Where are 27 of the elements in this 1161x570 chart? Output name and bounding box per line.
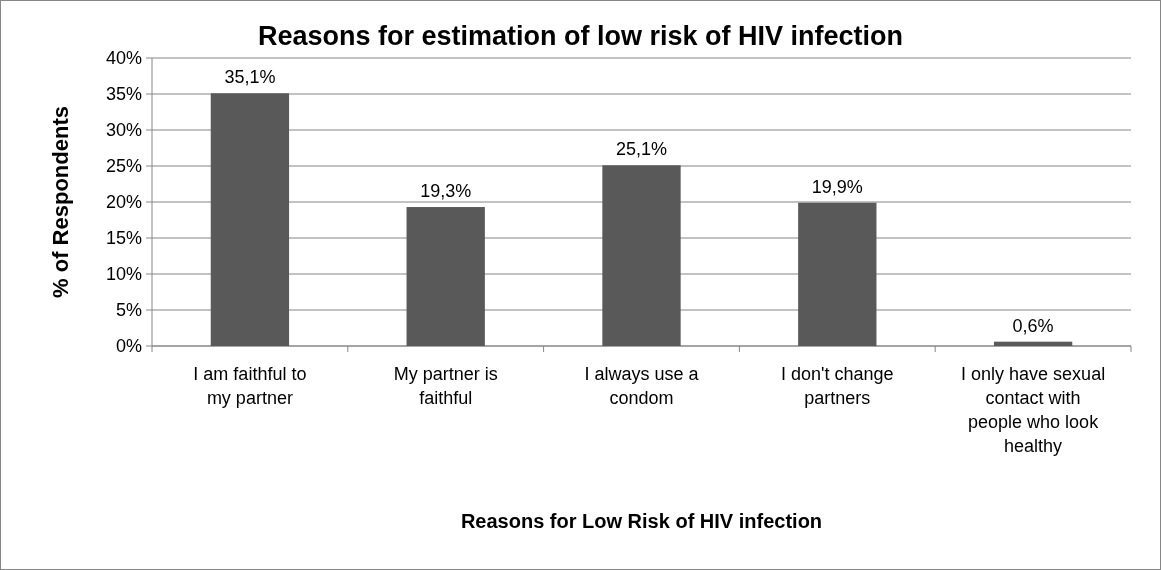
bar bbox=[602, 165, 681, 346]
y-tick-label: 25% bbox=[105, 156, 142, 177]
data-label: 0,6% bbox=[1012, 315, 1054, 336]
data-label: 19,9% bbox=[811, 176, 863, 197]
y-tick-label: 15% bbox=[105, 228, 142, 249]
y-tick-label: 20% bbox=[105, 192, 142, 213]
data-label: 35,1% bbox=[224, 67, 276, 88]
bar bbox=[406, 207, 485, 346]
y-tick-label: 30% bbox=[105, 120, 142, 141]
x-tick-label: I only have sexual contact with people who look healthy bbox=[961, 364, 1106, 456]
bar bbox=[210, 93, 290, 346]
x-tick-label: I don't change partners bbox=[781, 364, 894, 408]
x-tick-label: My partner is faithful bbox=[393, 364, 498, 408]
x-axis-title: Reasons for Low Risk of HIV infection bbox=[460, 510, 823, 532]
bar bbox=[798, 202, 877, 346]
data-label: 19,3% bbox=[420, 181, 472, 202]
x-tick-label: I always use a condom bbox=[584, 364, 700, 408]
bar bbox=[993, 341, 1073, 346]
y-axis-title: % of Respondents bbox=[48, 106, 73, 298]
chart-title: Reasons for estimation of low risk of HIV infection bbox=[257, 21, 904, 51]
x-tick-label: I am faithful to my partner bbox=[193, 364, 307, 408]
data-label: 25,1% bbox=[615, 139, 668, 160]
y-tick-label: 40% bbox=[105, 48, 142, 69]
y-tick-label: 10% bbox=[105, 264, 142, 285]
y-tick-label: 5% bbox=[115, 300, 142, 321]
y-tick-label: 35% bbox=[105, 84, 142, 105]
y-tick-label: 0% bbox=[115, 336, 142, 357]
